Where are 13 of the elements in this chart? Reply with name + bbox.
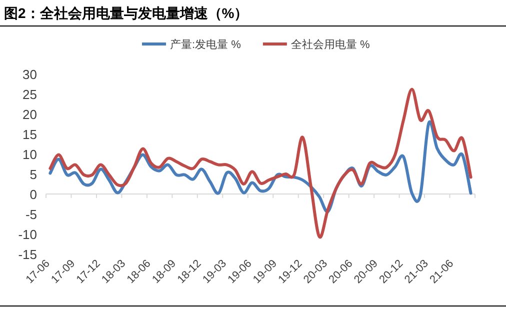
y-tick-label: 25 — [22, 87, 37, 102]
y-tick-label: -5 — [25, 207, 37, 222]
y-tick-label: 15 — [22, 127, 37, 142]
y-tick-label: 20 — [22, 107, 37, 122]
legend-label: 全社会用电量 % — [290, 38, 370, 51]
y-tick-label: 5 — [30, 167, 37, 182]
chart-title: 图2：全社会用电量与发电量增速（%） — [4, 5, 248, 21]
y-tick-label: 0 — [30, 187, 37, 202]
y-tick-label: -10 — [18, 227, 37, 242]
y-tick-label: 30 — [22, 67, 37, 82]
y-tick-label: 10 — [22, 147, 37, 162]
legend-label: 产量:发电量 % — [170, 38, 242, 51]
y-tick-label: -15 — [18, 247, 37, 262]
